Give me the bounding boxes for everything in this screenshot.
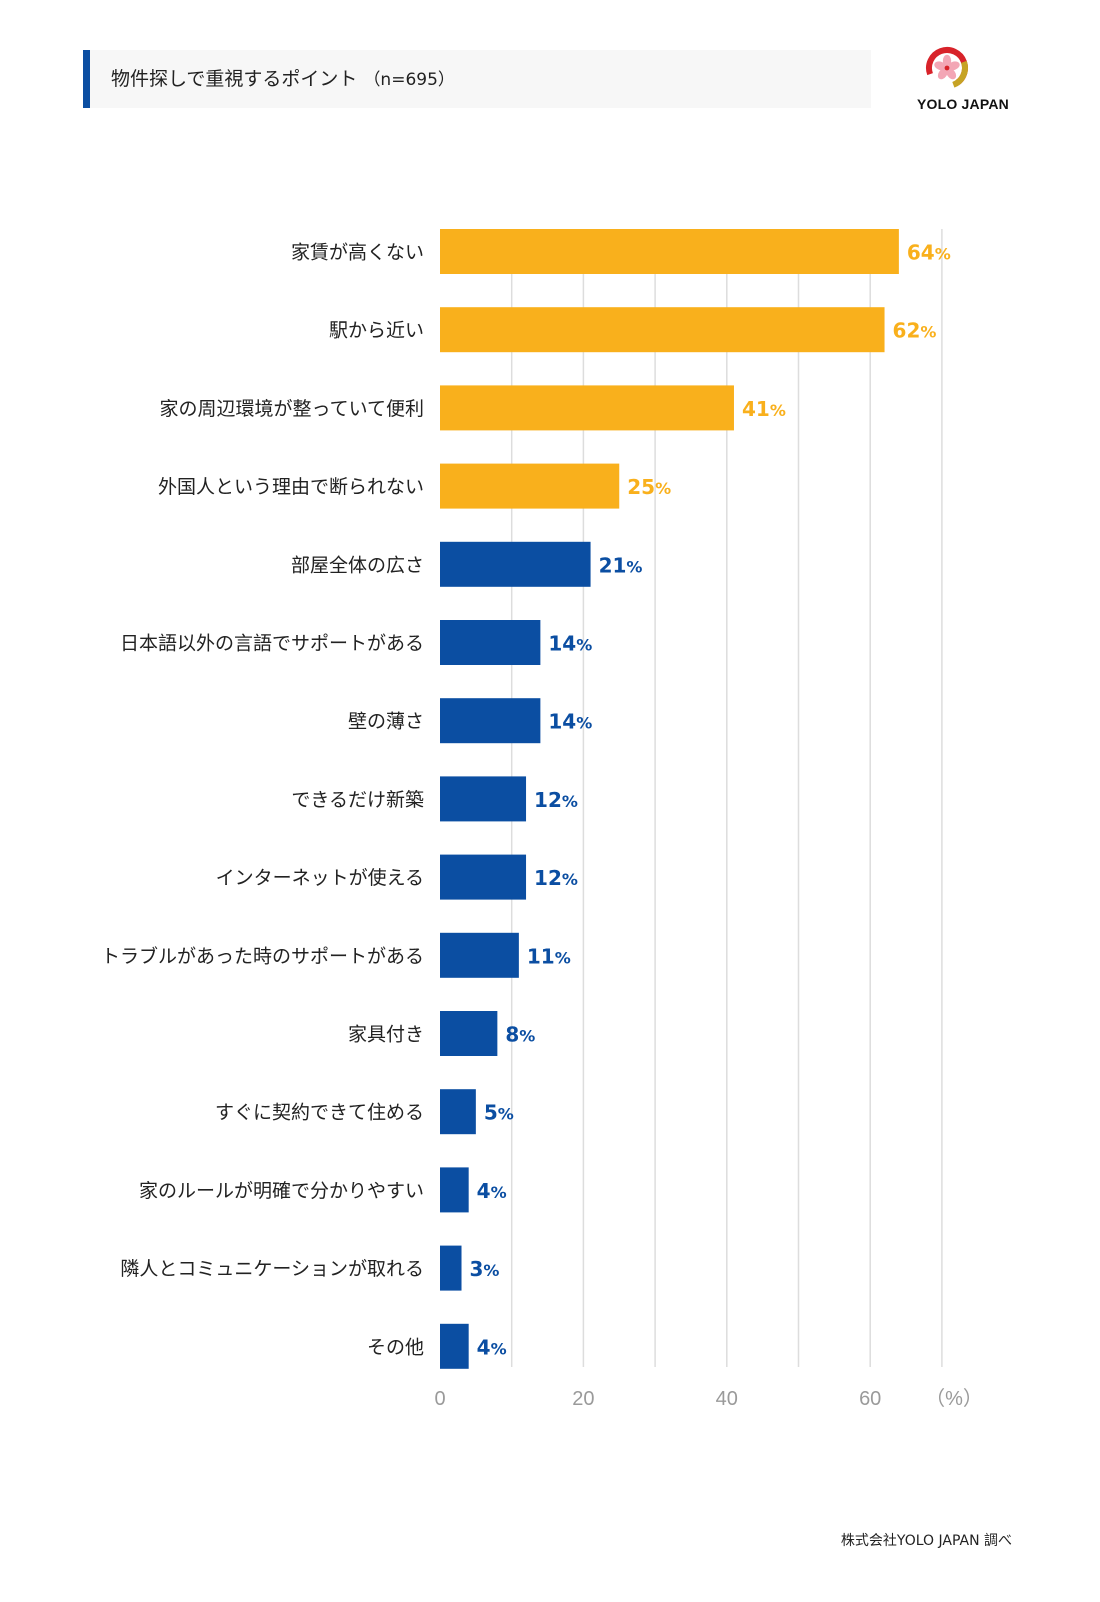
- bar: [440, 385, 734, 431]
- category-label: 外国人という理由で断られない: [158, 476, 424, 498]
- value-label: 14%: [548, 710, 592, 734]
- bar: [440, 1011, 498, 1056]
- x-tick-label: 20: [572, 1388, 594, 1410]
- bar: [440, 854, 527, 900]
- bar: [440, 1089, 476, 1135]
- value-label: 12%: [534, 788, 578, 812]
- value-label: 12%: [534, 866, 578, 890]
- category-label: 部屋全体の広さ: [291, 554, 424, 576]
- bar-layer: [440, 229, 899, 1369]
- bar: [440, 776, 527, 822]
- bar: [440, 541, 591, 587]
- logo-text: YOLO JAPAN: [917, 96, 1009, 112]
- category-label: インターネットが使える: [216, 867, 424, 889]
- bar: [440, 620, 541, 665]
- title-accent-bar: [83, 50, 90, 108]
- value-label: 21%: [599, 553, 643, 577]
- bar: [440, 229, 899, 274]
- bar: [440, 463, 620, 509]
- bar: [440, 932, 519, 978]
- category-label: 隣人とコミュニケーションが取れる: [120, 1258, 424, 1280]
- sakura-ring-icon: [926, 47, 968, 89]
- category-label: 壁の薄さ: [348, 711, 424, 733]
- x-tick-label: 0: [434, 1388, 445, 1410]
- value-label: 3%: [470, 1257, 500, 1281]
- value-label: 64%: [907, 241, 951, 265]
- bar: [440, 307, 885, 353]
- sample-size: （n=695）: [363, 70, 455, 90]
- category-label: その他: [367, 1336, 424, 1358]
- value-label: 8%: [505, 1023, 535, 1047]
- yolo-japan-logo: YOLO JAPAN: [910, 46, 1016, 116]
- tick-layer: 0 20 40 60 （%）: [434, 1387, 982, 1410]
- value-label: 41%: [742, 397, 786, 421]
- x-tick-label: 60: [859, 1388, 881, 1410]
- value-label: 14%: [548, 632, 592, 656]
- bar-chart: 家賃が高くない 64% 駅から近い 62% 家の周辺環境が整っていて便利 41% 外国人とい…: [101, 229, 983, 1410]
- category-label: 家具付き: [348, 1024, 424, 1046]
- bar: [440, 1323, 469, 1369]
- source-note: 株式会社YOLO JAPAN 調べ: [840, 1533, 1012, 1549]
- value-label: 5%: [484, 1101, 514, 1125]
- x-tick-label: 40: [716, 1388, 738, 1410]
- value-label: 25%: [627, 475, 671, 499]
- category-label: トラブルがあった時のサポートがある: [101, 944, 424, 967]
- x-axis-unit-label: （%）: [925, 1387, 983, 1410]
- value-label: 62%: [893, 319, 937, 343]
- chart-title: 物件探しで重視するポイント （n=695）: [111, 50, 455, 109]
- bar: [440, 1167, 469, 1213]
- value-label: 11%: [527, 944, 571, 968]
- bar: [440, 1245, 462, 1291]
- bar: [440, 698, 541, 744]
- category-label: できるだけ新築: [291, 789, 424, 811]
- category-label: 家の周辺環境が整っていて便利: [160, 398, 424, 420]
- category-label: 家のルールが明確で分かりやすい: [139, 1180, 424, 1202]
- title-box: 物件探しで重視するポイント （n=695）: [83, 50, 871, 108]
- value-label: 4%: [477, 1179, 507, 1203]
- label-layer: 家賃が高くない 64% 駅から近い 62% 家の周辺環境が整っていて便利 41% 外国人とい…: [101, 241, 951, 1360]
- category-label: 駅から近い: [329, 320, 424, 342]
- value-label: 4%: [477, 1335, 507, 1359]
- category-label: 日本語以外の言語でサポートがある: [120, 633, 424, 655]
- chart-title-text: 物件探しで重視するポイント: [111, 68, 358, 90]
- category-label: 家賃が高くない: [291, 242, 424, 264]
- category-label: すぐに契約できて住める: [215, 1102, 424, 1124]
